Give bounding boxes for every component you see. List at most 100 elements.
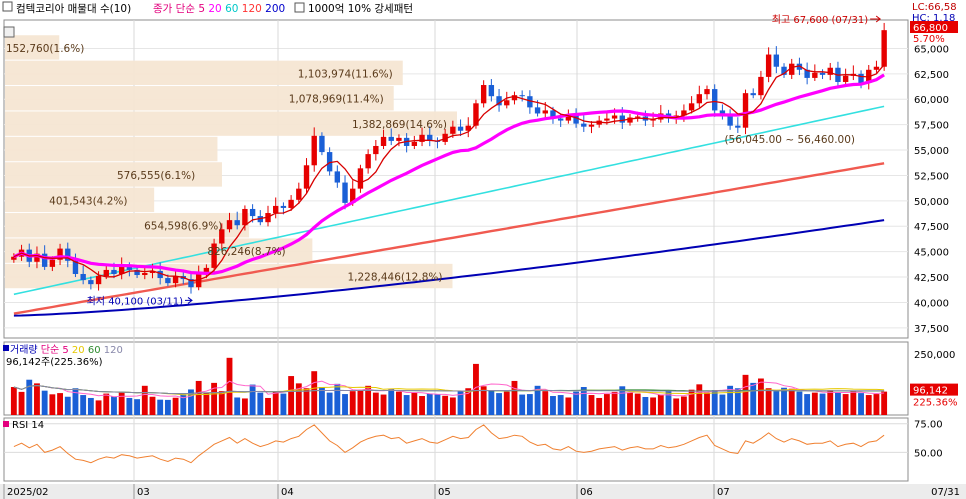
volume-bar [473,363,479,415]
candle-body [480,85,487,104]
volume-panel-frame [3,341,909,416]
volume-profile-bar [5,187,155,213]
candle-body [242,208,248,226]
candle-body [303,165,310,189]
volume-bar [819,393,826,415]
candle-body [88,280,94,285]
candle-body [450,126,456,134]
volume-bar [349,391,356,415]
candle-body [319,135,325,153]
candle-body [627,117,633,123]
volume-bar [249,384,256,415]
price-y-tick: 42,500 [914,273,949,284]
ma200-line [13,219,885,317]
volume-bar [18,391,25,415]
candle-body [696,94,703,104]
price-y-tick: 40,000 [914,298,949,309]
volume-ma120-line [13,384,885,395]
candle-body [380,136,387,146]
candle-body [149,270,156,273]
pattern-checkbox [294,2,305,13]
volume-bar [188,389,194,415]
volume-bar [172,397,179,415]
volume-bar [711,390,718,415]
candle-body [781,66,787,75]
volume-bar [303,388,310,415]
volume-profile-label: 654,598(6.9%) [144,221,222,233]
header-checkbox [2,1,13,12]
volume-bar [503,391,510,415]
candle-body [557,118,564,121]
candle-body [457,126,464,131]
candle-body [95,276,102,285]
volume-profile-label: 1,228,446(12.8%) [347,272,442,284]
volume-bar [10,387,17,415]
candle-body [519,95,525,97]
volume-profile-bar [5,111,457,136]
volume-bar [850,391,857,415]
volume-value-label: 96,142주(225.36%) [6,357,103,368]
price-y-tick: 55,000 [914,146,949,157]
candle-body [111,269,117,274]
volume-profile-label: 152,760(1.6%) [6,43,84,55]
volume-bar [272,391,279,415]
volume-bar [773,391,780,415]
chart-title: 컴텍코리아 매물대 수(10) [16,3,131,15]
volume-bar [611,391,618,415]
volume-bar [573,391,580,415]
volume-y-tick: 250,000 [914,350,955,361]
volume-bar [126,397,133,415]
rsi-label: RSI 14 [12,420,44,431]
price-y-tick: 60,000 [914,95,949,106]
volume-bar [257,392,264,415]
volume-legend-item: 거래량 [10,344,41,356]
candle-body [41,253,48,267]
candle-body [819,72,826,75]
volume-bar [380,394,387,415]
volume-bar [858,393,864,415]
candle-body [172,276,179,284]
volume-bar [696,384,703,415]
current-price-box [910,21,958,33]
candle-body [326,152,333,172]
candle-body [288,199,294,208]
volume-profile-label: 576,555(6.1%) [117,170,195,182]
volume-bar [734,388,741,415]
volume-bar [111,396,117,415]
volume-bar [457,391,464,415]
current-volume-box [910,383,958,396]
volume-profile-label: 1,103,974(11.6%) [298,68,393,80]
grid-toggle-icon [3,26,15,38]
volume-bar [596,397,603,415]
volume-legend-item: 120 [104,345,123,356]
candle-body [765,54,772,77]
volume-bar [388,388,395,415]
candle-body [542,110,548,114]
volume-bar [580,387,587,415]
candle-body [650,119,656,121]
ma-legend: 종가 단순 5 20 60 120 200 [153,3,285,15]
low-annotation: 최저 40,100 (03/11) [87,295,183,307]
candle-body [34,253,40,262]
volume-bar [226,357,233,415]
candle-body [735,125,741,128]
volume-bar [465,388,472,415]
volume-bar [619,386,626,415]
candle-body [442,133,448,142]
candle-body [388,136,394,141]
candle-body [804,69,810,78]
volume-bar [657,394,664,415]
ma-legend-item: 60 [225,3,242,15]
volume-profile-label: 1,078,969(11.4%) [289,94,384,106]
volume-bar [804,394,811,415]
volume-bar [334,383,341,415]
price-y-tick: 47,500 [914,222,949,233]
candle-body [49,259,56,267]
volume-bar [80,395,87,415]
rsi-y-tick: 50.00 [914,448,943,459]
candle-body [727,116,733,126]
candle-body [219,229,225,244]
candle-body [411,141,418,146]
rsi-y-tick: 75.00 [914,420,943,431]
volume-bar [357,389,364,415]
